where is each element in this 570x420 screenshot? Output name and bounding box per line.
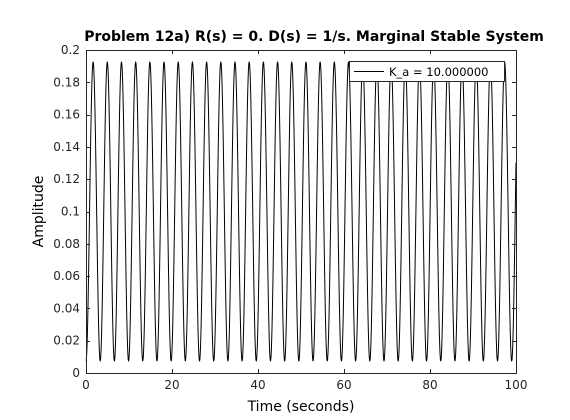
ticks-layer: 0 20 40 60 80 100 0 0.02 0.04 0.06 0.08 0.1 0.12 0.14…	[53, 43, 527, 392]
y-tick-label: 0.1	[61, 205, 80, 219]
y-tick-label: 0	[72, 366, 80, 380]
chart-title: Problem 12a) R(s) = 0. D(s) = 1/s. Margi…	[84, 29, 544, 45]
x-tick-label: 20	[164, 378, 179, 392]
series-layer	[85, 61, 517, 362]
x-tick-label: 60	[336, 378, 351, 392]
legend-entry: K_a = 10.000000	[389, 65, 488, 79]
plot-frame	[86, 50, 517, 374]
x-tick-label: 0	[82, 378, 90, 392]
legend: K_a = 10.000000	[349, 61, 505, 82]
x-tick-label: 100	[505, 378, 528, 392]
y-tick-label: 0.06	[53, 269, 80, 283]
x-tick-label: 80	[422, 378, 437, 392]
x-tick-label: 40	[250, 378, 265, 392]
y-tick-label: 0.2	[61, 43, 80, 57]
legend-box	[349, 61, 505, 82]
x-axis-label: Time (seconds)	[247, 399, 355, 415]
y-tick-label: 0.04	[53, 301, 80, 315]
y-tick-label: 0.08	[53, 237, 80, 251]
y-tick-label: 0.18	[53, 75, 80, 89]
y-tick-label: 0.02	[53, 334, 80, 348]
y-axis-label: Amplitude	[31, 176, 47, 248]
y-tick-label: 0.16	[53, 108, 80, 122]
series-line	[85, 61, 517, 362]
y-tick-label: 0.12	[53, 172, 80, 186]
y-tick-label: 0.14	[53, 140, 80, 154]
